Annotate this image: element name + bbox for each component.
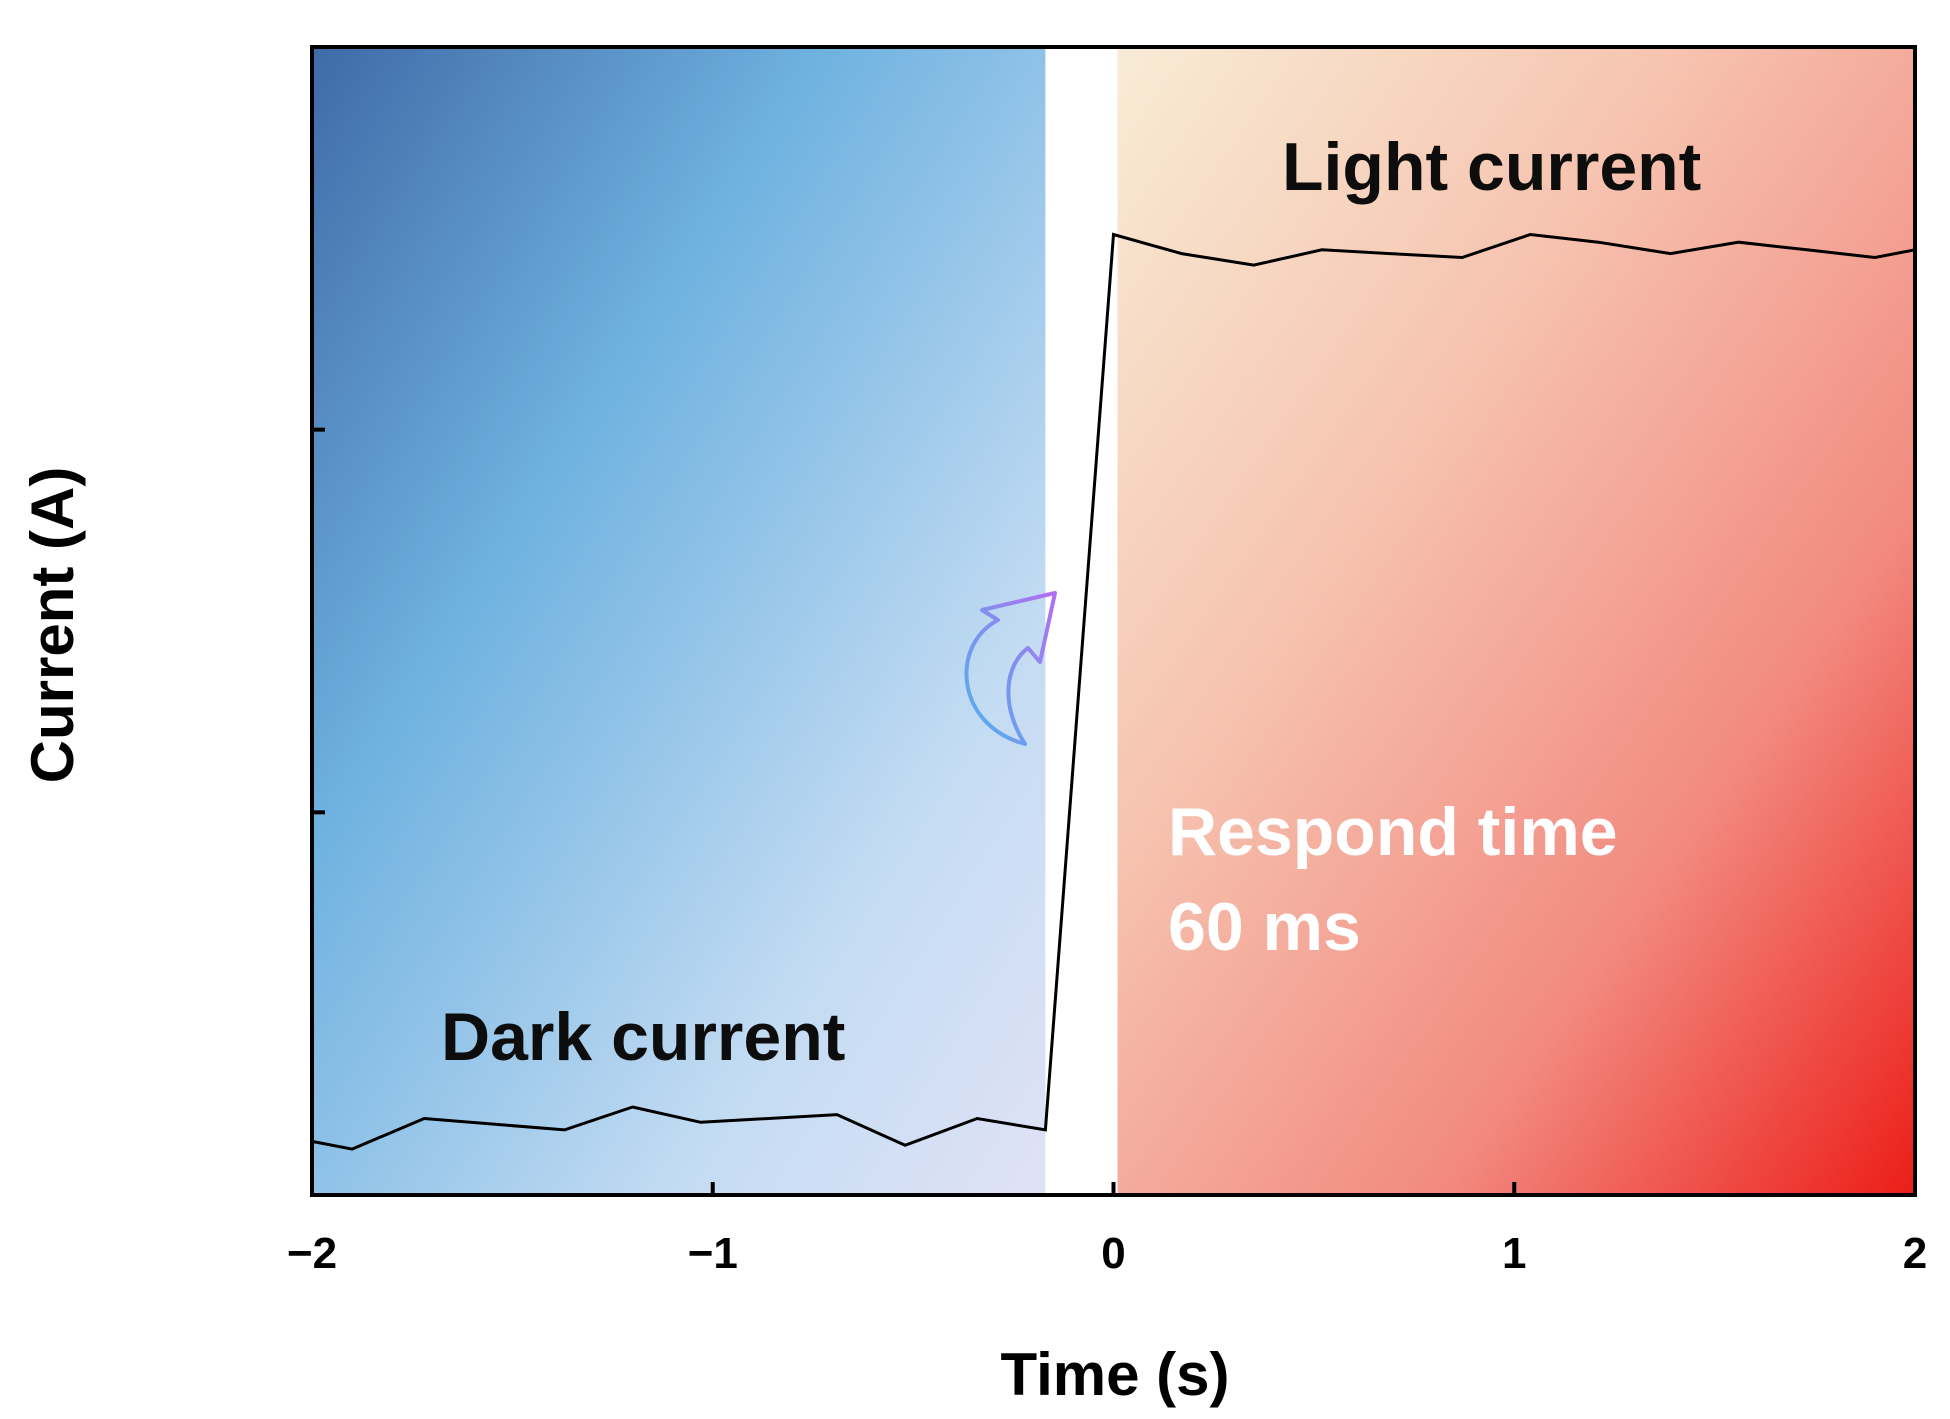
light-region — [1117, 47, 1915, 1195]
x-axis-title: Time (s) — [1001, 1341, 1230, 1408]
x-tick-label: −2 — [287, 1229, 337, 1278]
dark-region — [312, 47, 1046, 1195]
plot-frame — [310, 45, 1917, 1197]
annotation-light-current: Light current — [1282, 129, 1701, 205]
curved-arrow-icon — [964, 591, 1057, 746]
annotation-respond-time: Respond time — [1168, 794, 1618, 870]
x-tick-label: 0 — [1101, 1229, 1125, 1278]
ticks-layer: −2 −1 0 1 2 — [287, 427, 1927, 1278]
annotation-respond-value: 60 ms — [1168, 889, 1361, 965]
x-tick-label: 2 — [1903, 1229, 1927, 1278]
y-axis-title: Current (A) — [19, 467, 86, 784]
series-layer — [311, 232, 1916, 1151]
x-tick-label: −1 — [688, 1229, 738, 1278]
x-tick-label: 1 — [1502, 1229, 1526, 1278]
series-line-0 — [311, 232, 1916, 1151]
annotation-dark-current: Dark current — [441, 999, 845, 1075]
